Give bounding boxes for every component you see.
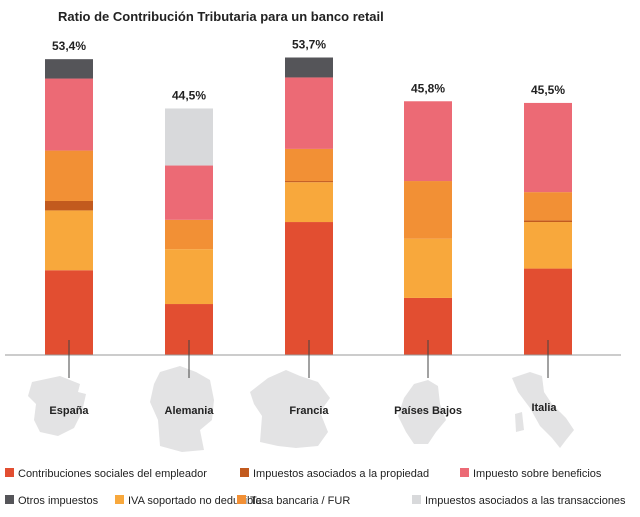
legend-swatch <box>237 495 246 504</box>
chart-title: Ratio de Contribución Tributaria para un… <box>58 9 384 24</box>
bar-segment <box>404 101 452 182</box>
category-label: Francia <box>289 405 329 417</box>
bar-segment <box>45 200 93 211</box>
legend-label: IVA soportado no deducible <box>128 495 262 507</box>
bar-total-label: 45,5% <box>531 83 565 97</box>
map-italy <box>512 372 574 448</box>
bar-segment <box>165 165 213 220</box>
bar-segment <box>404 181 452 239</box>
bar-segment <box>45 78 93 151</box>
bar-segment <box>285 182 333 223</box>
bar-segment <box>524 222 572 269</box>
bar-total-label: 53,7% <box>292 38 326 52</box>
country-maps <box>28 366 574 452</box>
legend-label: Impuestos asociados a las transacciones <box>425 495 626 507</box>
legend-swatch <box>240 468 249 477</box>
bar-segment <box>285 77 333 149</box>
category-label: España <box>49 405 89 417</box>
legend-label: Impuestos asociados a la propiedad <box>253 468 429 480</box>
bar-total-label: 45,8% <box>411 81 445 95</box>
bar-segment <box>165 249 213 305</box>
bar-segment <box>165 219 213 250</box>
legend-label: Tasa bancaria / FUR <box>250 495 350 507</box>
bar-segment <box>404 238 452 298</box>
map-sardinia <box>515 412 524 432</box>
bar-segment <box>165 108 213 166</box>
map-germany <box>150 366 214 452</box>
bar-segment <box>524 192 572 221</box>
category-label: Italia <box>531 402 557 414</box>
legend-label: Otros impuestos <box>18 495 99 507</box>
legend-label: Contribuciones sociales del empleador <box>18 468 207 480</box>
legend-swatch <box>412 495 421 504</box>
bar-total-label: 53,4% <box>52 39 86 53</box>
legend-swatch <box>5 495 14 504</box>
bar-segment <box>45 150 93 201</box>
bar-segment <box>524 102 572 193</box>
bar-segment <box>285 222 333 355</box>
legend-swatch <box>460 468 469 477</box>
bar-segment <box>285 181 333 183</box>
map-spain <box>28 376 86 436</box>
bar-segment <box>45 210 93 271</box>
map-netherlands <box>398 380 446 444</box>
legend-label: Impuesto sobre beneficios <box>473 468 602 480</box>
bar-segment <box>524 220 572 223</box>
map-france <box>250 370 330 448</box>
bar-segment <box>45 59 93 79</box>
category-label: Países Bajos <box>394 405 462 417</box>
bar-segment <box>285 57 333 78</box>
legend-swatch <box>5 468 14 477</box>
legend-swatch <box>115 495 124 504</box>
category-label: Alemania <box>165 405 215 417</box>
bar-segment <box>285 148 333 182</box>
bar-total-label: 44,5% <box>172 88 206 102</box>
